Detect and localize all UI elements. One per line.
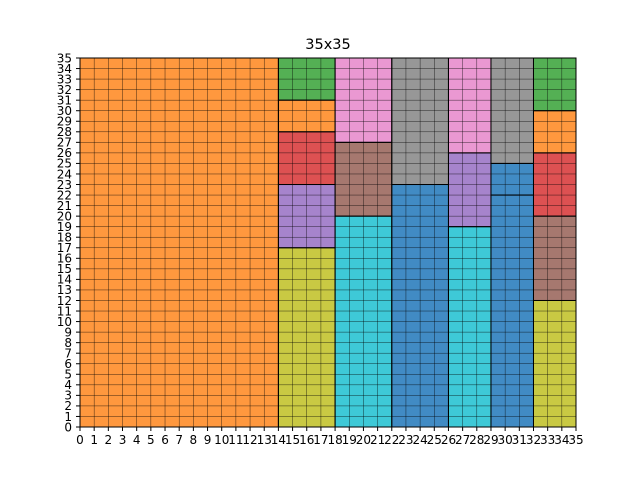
y-tick-label: 8 [64,336,72,350]
x-tick-label: 22 [384,433,399,447]
y-tick-label: 27 [57,136,72,150]
y-tick-label: 3 [64,389,72,403]
x-tick-label: 20 [356,433,371,447]
chart-title: 35x35 [305,37,350,53]
x-tick-label: 19 [342,433,357,447]
x-tick-label: 2 [105,433,113,447]
x-tick-label: 13 [257,433,272,447]
y-tick-label: 7 [64,347,72,361]
x-tick-label: 31 [512,433,527,447]
y-tick-label: 20 [57,209,72,223]
x-tick-label: 16 [299,433,314,447]
x-tick-label: 23 [398,433,413,447]
y-tick-label: 5 [64,368,72,382]
y-tick-label: 32 [57,83,72,97]
cell-block-13 [448,58,491,153]
y-tick-label: 28 [57,125,72,139]
y-tick-label: 6 [64,357,72,371]
plot-frame [79,57,577,428]
x-tick-label: 3 [119,433,127,447]
x-tick-label: 21 [370,433,385,447]
y-tick-label: 4 [64,378,72,392]
x-tick-label: 0 [76,433,84,447]
x-axis: 0 1 2 3 4 5 6 7 8 9 101112131415161718192021222324… [76,427,584,447]
outline-layer [79,57,577,428]
y-tick-label: 13 [57,283,72,297]
y-tick-label: 26 [57,146,72,160]
y-tick-label: 22 [57,188,72,202]
x-tick-label: 34 [554,433,569,447]
x-tick-label: 35 [568,433,583,447]
x-tick-label: 17 [313,433,328,447]
y-tick-label: 21 [57,199,72,213]
x-tick-label: 28 [469,433,484,447]
y-tick-label: 14 [57,273,72,287]
y-tick-label: 11 [57,304,72,318]
y-tick-label: 2 [64,399,72,413]
y-tick-label: 23 [57,178,72,192]
x-tick-label: 24 [412,433,427,447]
y-tick-label: 33 [57,72,72,86]
y-tick-label: 10 [57,315,72,329]
x-tick-label: 33 [540,433,555,447]
y-axis: 0123456789101112131415161718192021222324… [57,51,80,434]
y-tick-label: 30 [57,104,72,118]
y-tick-label: 0 [64,420,72,434]
x-tick-label: 29 [483,433,498,447]
x-tick-label: 8 [190,433,198,447]
x-tick-label: 18 [327,433,342,447]
x-tick-label: 4 [133,433,141,447]
cell-block-11 [448,226,491,427]
y-tick-label: 16 [57,252,72,266]
cell-block-12 [448,152,491,227]
y-tick-label: 9 [64,325,72,339]
x-tick-label: 25 [427,433,442,447]
x-tick-label: 15 [285,433,300,447]
cell-block-15 [490,163,534,196]
x-tick-label: 7 [175,433,183,447]
y-tick-label: 25 [57,157,72,171]
y-tick-label: 1 [64,410,72,424]
y-tick-label: 17 [57,241,72,255]
x-tick-label: 11 [228,433,243,447]
x-tick-label: 26 [441,433,456,447]
x-tick-label: 9 [204,433,212,447]
y-tick-label: 12 [57,294,72,308]
x-tick-label: 32 [526,433,541,447]
x-tick-label: 10 [214,433,229,447]
y-tick-label: 19 [57,220,72,234]
y-tick-label: 24 [57,167,72,181]
y-tick-label: 18 [57,231,72,245]
x-tick-label: 14 [271,433,286,447]
rectangles-layer [80,58,576,427]
y-tick-label: 35 [57,51,72,65]
y-tick-label: 29 [57,115,72,129]
x-tick-label: 1 [90,433,98,447]
y-tick-label: 15 [57,262,72,276]
x-tick-label: 6 [161,433,169,447]
x-tick-label: 27 [455,433,470,447]
x-tick-label: 30 [498,433,513,447]
cell-block-21 [533,58,576,111]
x-tick-label: 12 [242,433,257,447]
y-tick-label: 34 [57,62,72,76]
x-tick-label: 5 [147,433,155,447]
y-tick-label: 31 [57,93,72,107]
